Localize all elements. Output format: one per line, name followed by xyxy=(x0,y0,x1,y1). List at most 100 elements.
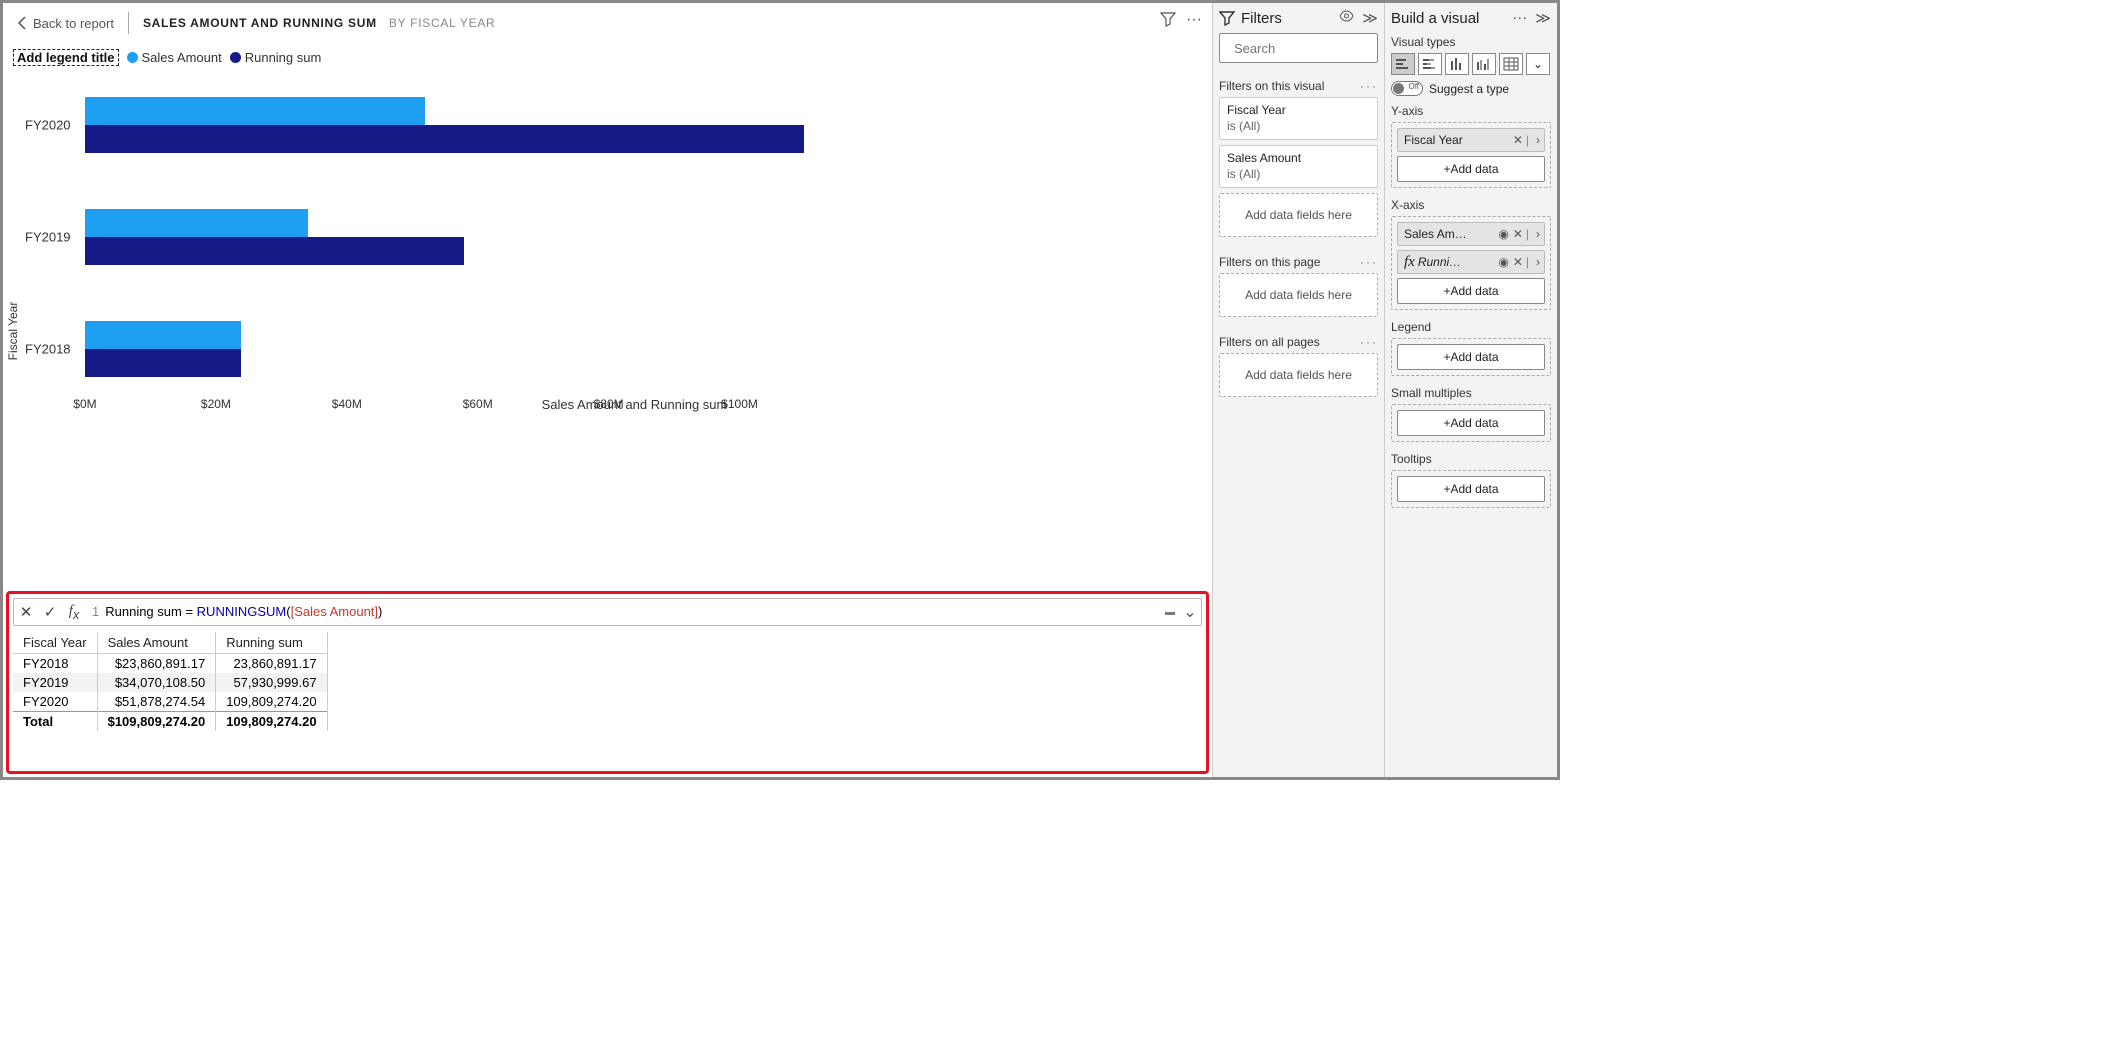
section-page-label: Filters on this page xyxy=(1219,255,1320,269)
remove-icon[interactable]: ✕ xyxy=(1513,133,1523,147)
drop-page-filters[interactable]: Add data fields here xyxy=(1219,273,1378,317)
cancel-formula-icon[interactable]: ✕ xyxy=(14,603,38,621)
chart-group: FY2018 xyxy=(85,321,1184,377)
x-tick: $20M xyxy=(201,397,231,411)
legend-well[interactable]: +Add data xyxy=(1391,338,1551,376)
formula-text[interactable]: 1Running sum = RUNNINGSUM([Sales Amount]… xyxy=(86,604,1161,620)
table-header[interactable]: Sales Amount xyxy=(97,632,216,654)
table-header[interactable]: Running sum xyxy=(216,632,327,654)
drop-all-filters[interactable]: Add data fields here xyxy=(1219,353,1378,397)
chevron-right-icon[interactable]: › xyxy=(1536,255,1540,269)
eye-icon[interactable]: ◉ xyxy=(1498,255,1508,269)
chart-title-sub: BY FISCAL YEAR xyxy=(389,16,496,30)
visual-type-hbar[interactable] xyxy=(1391,53,1415,75)
x-axis-label: Sales Amount and Running sum xyxy=(85,397,1184,412)
small-multiples-label: Small multiples xyxy=(1391,386,1551,400)
build-more-icon[interactable]: ··· xyxy=(1512,9,1527,27)
remove-icon[interactable]: ✕ xyxy=(1513,255,1523,269)
funnel-icon xyxy=(1219,10,1235,26)
small-multiples-add-data-button[interactable]: +Add data xyxy=(1397,410,1545,436)
legend-label: Legend xyxy=(1391,320,1551,334)
table-header[interactable]: Fiscal Year xyxy=(13,632,97,654)
legend-title-placeholder[interactable]: Add legend title xyxy=(13,49,119,66)
table-row[interactable]: FY2020$51,878,274.54109,809,274.20 xyxy=(13,692,327,712)
visual-type-table[interactable] xyxy=(1499,53,1523,75)
visual-type-more[interactable]: ⌄ xyxy=(1526,53,1550,75)
suggest-type-toggle[interactable]: Off xyxy=(1391,81,1423,96)
data-table: Fiscal YearSales AmountRunning sum FY201… xyxy=(13,632,328,731)
back-label: Back to report xyxy=(33,16,114,31)
visual-type-column-clustered[interactable] xyxy=(1472,53,1496,75)
bar-sales[interactable] xyxy=(85,321,241,349)
formula-bar[interactable]: ✕ ✓ fx 1Running sum = RUNNINGSUM([Sales … xyxy=(13,598,1202,626)
chart-title-main: SALES AMOUNT AND RUNNING SUM xyxy=(143,16,377,30)
chart-group: FY2019 xyxy=(85,209,1184,265)
category-label: FY2018 xyxy=(25,342,71,357)
chevron-right-icon[interactable]: › xyxy=(1536,133,1540,147)
x-tick: $100M xyxy=(721,397,758,411)
bar-sales[interactable] xyxy=(85,209,308,237)
xaxis-well[interactable]: Sales Am… ◉ ✕|› fx Runni… ◉ ✕|› +Add dat… xyxy=(1391,216,1551,310)
bar-running[interactable] xyxy=(85,237,464,265)
xaxis-field-running-sum[interactable]: fx Runni… ◉ ✕|› xyxy=(1397,250,1545,274)
category-label: FY2020 xyxy=(25,118,71,133)
swatch-running xyxy=(230,52,241,63)
swatch-sales xyxy=(127,52,138,63)
chevron-right-icon[interactable]: › xyxy=(1536,227,1540,241)
bar-running[interactable] xyxy=(85,349,241,377)
xaxis-add-data-button[interactable]: +Add data xyxy=(1397,278,1545,304)
fx-icon[interactable]: fx xyxy=(62,603,86,622)
back-to-report-button[interactable]: Back to report xyxy=(17,16,114,31)
visual-type-hbar-stacked[interactable] xyxy=(1418,53,1442,75)
table-row[interactable]: FY2019$34,070,108.5057,930,999.67 xyxy=(13,673,327,692)
xaxis-field-sales-amount[interactable]: Sales Am… ◉ ✕|› xyxy=(1397,222,1545,246)
table-row[interactable]: FY2018$23,860,891.1723,860,891.17 xyxy=(13,654,327,674)
build-collapse-icon[interactable]: ≫ xyxy=(1535,9,1551,27)
y-axis-label: Fiscal Year xyxy=(6,302,20,361)
yaxis-field-fiscal-year[interactable]: Fiscal Year ✕|› xyxy=(1397,128,1545,152)
legend-add-data-button[interactable]: +Add data xyxy=(1397,344,1545,370)
legend-item-sales: Sales Amount xyxy=(127,50,222,65)
remove-icon[interactable]: ✕ xyxy=(1513,227,1523,241)
filter-card-sales-amount[interactable]: Sales Amount is (All) xyxy=(1219,145,1378,188)
more-icon[interactable]: ··· xyxy=(1186,11,1202,32)
search-input[interactable] xyxy=(1234,41,1410,56)
drop-visual-filters[interactable]: Add data fields here xyxy=(1219,193,1378,237)
yaxis-add-data-button[interactable]: +Add data xyxy=(1397,156,1545,182)
commit-formula-icon[interactable]: ✓ xyxy=(38,603,62,621)
section-all-label: Filters on all pages xyxy=(1219,335,1320,349)
chart-topbar: Back to report SALES AMOUNT AND RUNNING … xyxy=(3,3,1212,43)
table-total-row: Total$109,809,274.20109,809,274.20 xyxy=(13,712,327,732)
formula-expand-icon[interactable]: ⌄ xyxy=(1179,602,1201,622)
tooltips-label: Tooltips xyxy=(1391,452,1551,466)
filter-card-fiscal-year[interactable]: Fiscal Year is (All) xyxy=(1219,97,1378,140)
build-visual-panel: Build a visual ··· ≫ Visual types ⌄ Off … xyxy=(1385,3,1557,777)
legend: Add legend title Sales Amount Running su… xyxy=(3,43,1212,71)
bar-running[interactable] xyxy=(85,125,804,153)
section-page-more-icon[interactable]: ··· xyxy=(1360,255,1378,269)
chart-group: FY2020 xyxy=(85,97,1184,153)
yaxis-well[interactable]: Fiscal Year ✕|› +Add data xyxy=(1391,122,1551,188)
section-visual-label: Filters on this visual xyxy=(1219,79,1324,93)
filters-heading: Filters xyxy=(1241,10,1282,27)
suggest-type-label: Suggest a type xyxy=(1429,82,1509,96)
x-tick: $80M xyxy=(594,397,624,411)
divider xyxy=(128,12,129,34)
section-visual-more-icon[interactable]: ··· xyxy=(1360,79,1378,93)
small-multiples-well[interactable]: +Add data xyxy=(1391,404,1551,442)
eye-icon[interactable] xyxy=(1339,9,1354,27)
x-tick: $60M xyxy=(463,397,493,411)
bar-sales[interactable] xyxy=(85,97,425,125)
tooltips-add-data-button[interactable]: +Add data xyxy=(1397,476,1545,502)
tooltips-well[interactable]: +Add data xyxy=(1391,470,1551,508)
collapse-icon[interactable]: ≫ xyxy=(1362,9,1378,27)
filter-search[interactable] xyxy=(1219,33,1378,63)
xaxis-label: X-axis xyxy=(1391,198,1551,212)
filter-icon[interactable] xyxy=(1160,11,1176,32)
category-label: FY2019 xyxy=(25,230,71,245)
visual-types-label: Visual types xyxy=(1391,35,1551,49)
filters-panel: Filters ≫ Filters on this visual ··· Fisc… xyxy=(1213,3,1385,777)
section-all-more-icon[interactable]: ··· xyxy=(1360,335,1378,349)
visual-type-column[interactable] xyxy=(1445,53,1469,75)
eye-icon[interactable]: ◉ xyxy=(1498,227,1508,241)
